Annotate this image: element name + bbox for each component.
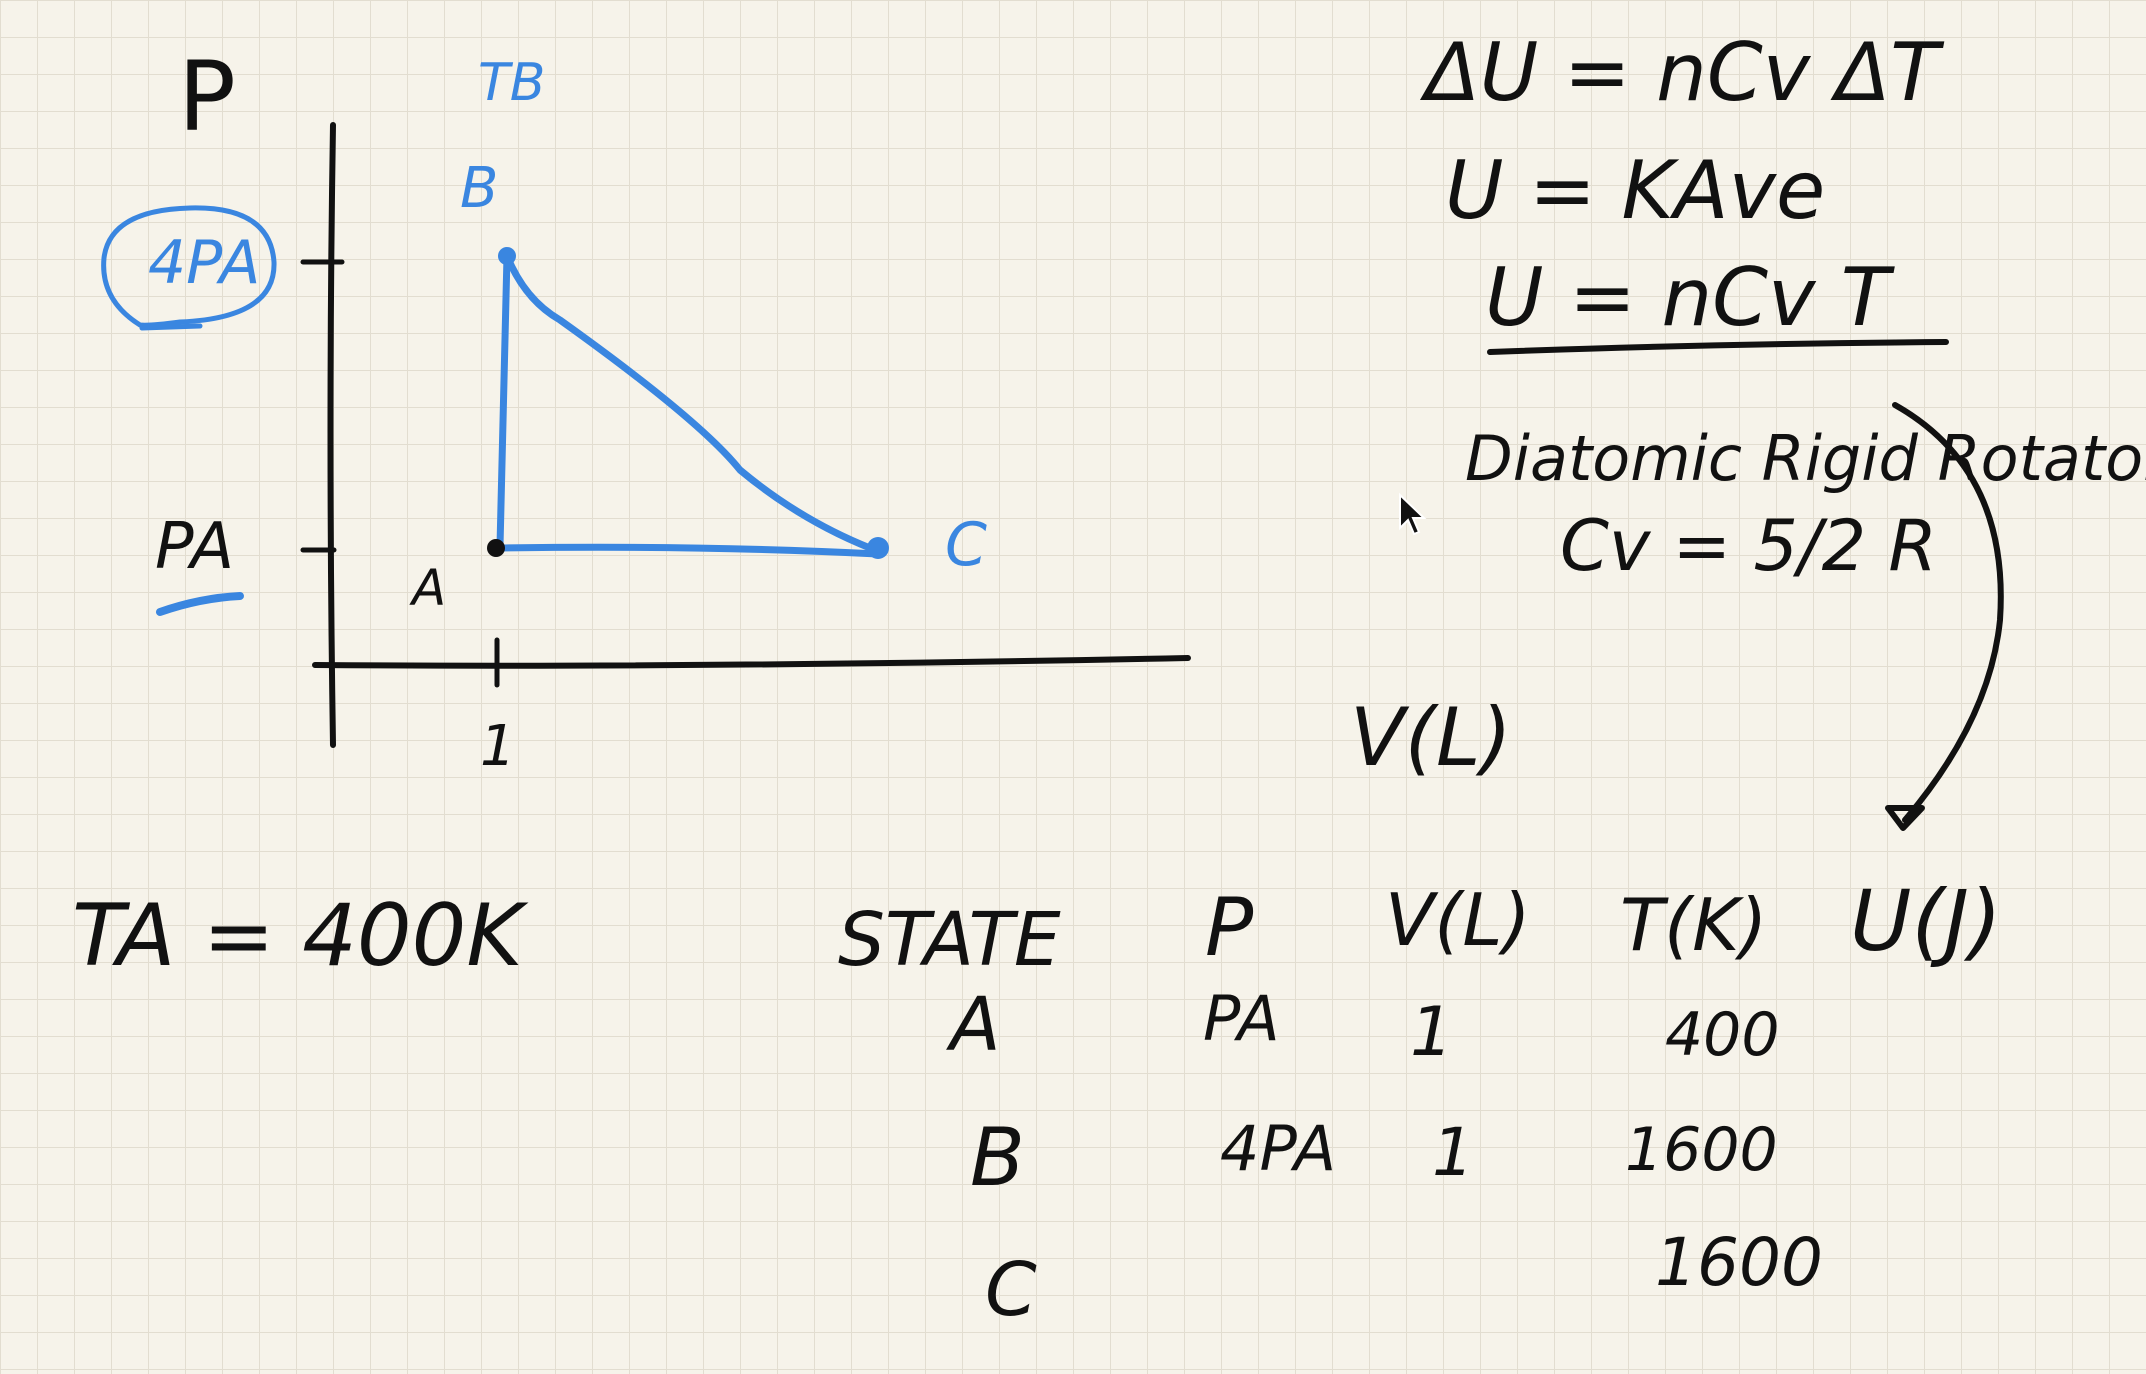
- table-row-a-t: 400: [1665, 1000, 1780, 1070]
- y-tick-label-high: 4PA: [148, 228, 260, 298]
- y-tick-label-low: PA: [155, 510, 234, 584]
- point-c: [867, 537, 889, 559]
- point-b: [498, 247, 516, 265]
- eq-cv: Cv = 5/2 R: [1560, 505, 1937, 587]
- table-row-b-t: 1600: [1625, 1115, 1778, 1185]
- process-ca: [496, 543, 882, 558]
- equations: ΔU = nCv ΔT U = KAve U = nCv T Diatomic …: [1419, 26, 2146, 831]
- eq-u-kave: U = KAve: [1445, 144, 1825, 237]
- table-row-a-p: PA: [1203, 982, 1280, 1055]
- table-row-c-state: C: [985, 1247, 1037, 1333]
- temp-label: TB: [478, 53, 545, 113]
- point-label-b: B: [460, 156, 498, 221]
- given-ta: TA = 400K: [72, 886, 529, 986]
- x-axis-label: V(L): [1350, 691, 1512, 784]
- eq-underline: [1487, 339, 1949, 355]
- table-row-a-v: 1: [1410, 993, 1453, 1072]
- table-header-u: U(J): [1850, 872, 2002, 970]
- mouse-cursor-icon: [1399, 492, 1427, 536]
- process-ab: [496, 252, 511, 550]
- underline-pa: [156, 592, 244, 616]
- x-axis: [312, 655, 1191, 669]
- table-header-p: P: [1205, 881, 1254, 974]
- point-label-a: A: [409, 559, 446, 617]
- table-header-state: STATE: [838, 897, 1061, 983]
- eq-diatomic: Diatomic Rigid Rotator: [1465, 422, 2146, 495]
- eq-u-ncvt: U = nCv T: [1485, 251, 1896, 344]
- pv-graph: P TB 4PA PA 1 B A C V(L): [101, 41, 1512, 784]
- point-label-c: C: [945, 510, 987, 580]
- table-row-c-t: 1600: [1655, 1224, 1823, 1301]
- process-bc: [503, 252, 874, 552]
- arrow-head: [1885, 805, 1925, 831]
- y-axis: [327, 122, 336, 748]
- table-header-v: V(L): [1385, 878, 1531, 962]
- table-header-t: T(K): [1620, 883, 1767, 967]
- point-a: [487, 539, 505, 557]
- annotation-arrow: [1892, 402, 2004, 823]
- circle-annotation: [101, 205, 277, 328]
- y-axis-label: P: [178, 41, 236, 153]
- eq-delta-u: ΔU = nCv ΔT: [1419, 26, 1945, 119]
- table-row-b-v: 1: [1432, 1114, 1474, 1191]
- table-row-a-state: A: [946, 982, 1001, 1068]
- state-table: STATE P V(L) T(K) U(J) A PA 1 400 B 4PA …: [838, 872, 2002, 1333]
- table-row-b-p: 4PA: [1220, 1112, 1336, 1185]
- x-tick-label: 1: [480, 714, 516, 779]
- table-row-b-state: B: [970, 1111, 1025, 1204]
